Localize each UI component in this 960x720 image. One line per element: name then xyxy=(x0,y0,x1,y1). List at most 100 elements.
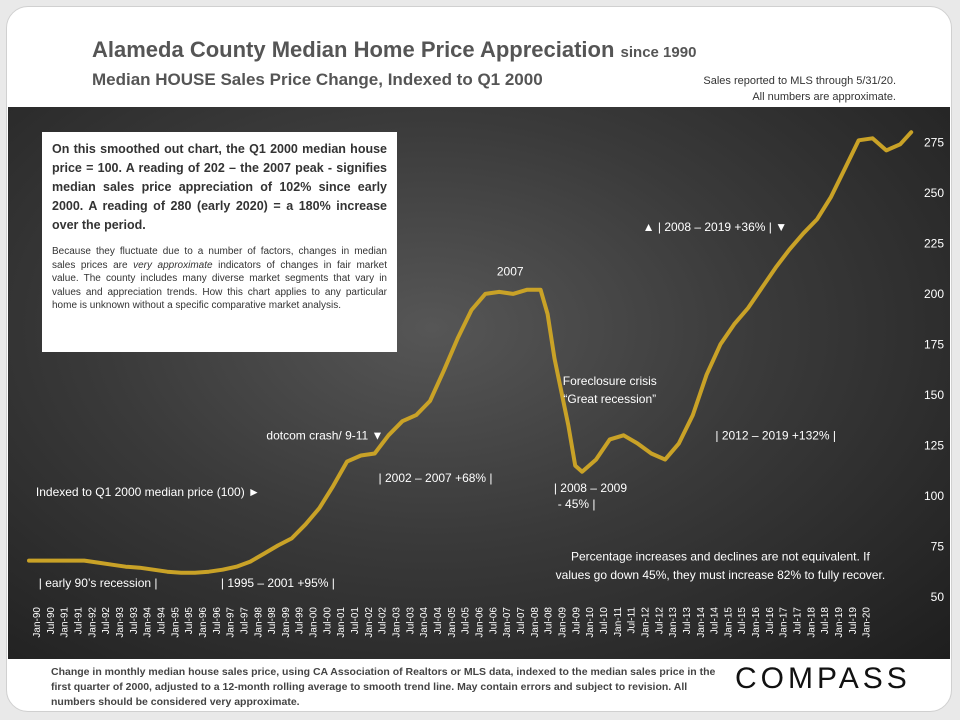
x-tick-label: Jul-08 xyxy=(544,607,555,635)
y-tick-label: 250 xyxy=(924,186,944,200)
x-tick-label: Jul-10 xyxy=(599,607,610,635)
x-tick-label: Jul-91 xyxy=(73,607,84,635)
x-tick-label: Jul-13 xyxy=(682,607,693,635)
x-tick-label: Jan-16 xyxy=(751,607,762,638)
x-tick-label: Jul-19 xyxy=(848,607,859,635)
chart-subtitle: Median HOUSE Sales Price Change, Indexed… xyxy=(92,70,543,89)
x-tick-label: Jan-92 xyxy=(87,607,98,638)
disclaimer-part-b: indicators of changes in fair market val… xyxy=(52,259,388,312)
y-tick-label: 200 xyxy=(924,287,944,301)
x-tick-label: Jan-09 xyxy=(557,607,568,638)
x-tick-label: Jan-03 xyxy=(392,607,403,638)
chart-title-text: Alameda County Median Home Price Appreci… xyxy=(92,37,615,62)
x-tick-label: Jan-04 xyxy=(419,607,430,638)
x-tick-label: Jan-07 xyxy=(502,607,513,638)
x-tick-label: Jul-04 xyxy=(433,607,444,635)
x-tick-label: Jan-12 xyxy=(640,607,651,638)
chart-annotation: Indexed to Q1 2000 median price (100) ► xyxy=(36,485,260,499)
x-tick-label: Jul-98 xyxy=(267,607,278,635)
x-tick-label: Jul-16 xyxy=(765,607,776,635)
x-tick-label: Jul-95 xyxy=(184,607,195,635)
y-tick-label: 100 xyxy=(924,489,944,503)
x-tick-label: Jul-06 xyxy=(488,607,499,635)
chart-annotation: “Great recession” xyxy=(563,392,656,406)
x-tick-label: Jan-97 xyxy=(226,607,237,638)
disclaimer-emphasis: very approximate xyxy=(133,259,213,271)
x-tick-label: Jan-00 xyxy=(309,607,320,638)
x-tick-label: Jul-92 xyxy=(101,607,112,635)
info-box-disclaimer: Because they fluctuate due to a number o… xyxy=(52,245,387,313)
x-tick-label: Jul-17 xyxy=(793,607,804,635)
x-tick-label: Jan-11 xyxy=(613,607,624,637)
x-tick-label: Jul-94 xyxy=(156,607,167,635)
chart-annotation: - 45% | xyxy=(558,497,596,511)
x-tick-label: Jul-93 xyxy=(129,607,140,635)
x-tick-label: Jul-03 xyxy=(405,607,416,635)
x-tick-label: Jan-08 xyxy=(530,607,541,638)
data-note-line1: Sales reported to MLS through 5/31/20. xyxy=(703,75,896,87)
chart-annotation: ▲ | 2008 – 2019 +36% | ▼ xyxy=(643,220,787,234)
title-suffix: since 1990 xyxy=(620,44,697,61)
x-tick-label: Jan-01 xyxy=(336,607,347,638)
x-tick-label: Jan-93 xyxy=(115,607,126,638)
chart-title: Alameda County Median Home Price Appreci… xyxy=(92,37,696,63)
x-tick-label: Jan-14 xyxy=(696,607,707,638)
price-index-line xyxy=(27,130,914,575)
x-tick-label: Jan-20 xyxy=(862,607,873,638)
x-tick-label: Jan-99 xyxy=(281,607,292,638)
x-tick-label: Jan-02 xyxy=(364,607,375,638)
x-tick-label: Jan-91 xyxy=(60,607,71,638)
x-tick-label: Jul-07 xyxy=(516,607,527,635)
data-note-line2: All numbers are approximate. xyxy=(752,91,896,103)
x-tick-label: Jul-99 xyxy=(295,607,306,635)
y-tick-label: 225 xyxy=(924,236,944,250)
chart-annotation: | 2002 – 2007 +68% | xyxy=(379,471,493,485)
y-tick-label: 150 xyxy=(924,388,944,402)
line-chart: 50 75 100 125 150 175 200 225 250 275 Jan-90 Jul-90… xyxy=(27,130,945,638)
x-tick-label: Jan-90 xyxy=(32,607,43,638)
x-tick-label: Jul-14 xyxy=(710,607,721,635)
x-tick-label: Jan-96 xyxy=(198,607,209,638)
x-tick-label: Jul-00 xyxy=(322,607,333,635)
x-tick-label: Jan-18 xyxy=(806,607,817,638)
chart-annotation: values go down 45%, they must increase 8… xyxy=(556,568,886,582)
x-tick-label: Jul-11 xyxy=(627,607,638,634)
footer-methodology: Change in monthly median house sales pri… xyxy=(51,666,716,708)
chart-annotation: Foreclosure crisis xyxy=(563,374,657,388)
x-tick-label: Jan-15 xyxy=(723,607,734,638)
chart-frame: Alameda County Median Home Price Appreci… xyxy=(6,6,952,712)
x-tick-label: Jul-90 xyxy=(46,607,57,635)
x-tick-label: Jul-01 xyxy=(350,607,361,635)
y-tick-label: 75 xyxy=(931,539,945,553)
x-tick-label: Jan-05 xyxy=(447,607,458,638)
x-tick-label: Jul-18 xyxy=(820,607,831,635)
chart-annotation: Percentage increases and declines are no… xyxy=(571,550,871,564)
y-tick-label: 125 xyxy=(924,438,944,452)
y-tick-label: 275 xyxy=(924,135,944,149)
x-tick-label: Jul-05 xyxy=(461,607,472,635)
x-tick-label: Jan-06 xyxy=(475,607,486,638)
y-tick-label: 175 xyxy=(924,337,944,351)
x-tick-label: Jul-09 xyxy=(571,607,582,635)
x-tick-label: Jan-94 xyxy=(143,607,154,638)
x-tick-label: Jan-10 xyxy=(585,607,596,638)
chart-annotation: | 1995 – 2001 +95% | xyxy=(221,576,335,590)
chart-annotation: dotcom crash/ 9-11 ▼ xyxy=(266,428,383,442)
chart-annotation: | 2008 – 2009 xyxy=(554,481,628,495)
info-box: On this smoothed out chart, the Q1 2000 … xyxy=(42,132,397,352)
info-box-main-text: On this smoothed out chart, the Q1 2000 … xyxy=(52,142,387,232)
data-note: Sales reported to MLS through 5/31/20. A… xyxy=(703,73,896,105)
chart-annotation: 2007 xyxy=(497,265,524,279)
x-tick-label: Jul-96 xyxy=(212,607,223,635)
plot-area: 50 75 100 125 150 175 200 225 250 275 Jan-90 Jul-90… xyxy=(8,107,950,659)
brand-logo: COMPASS xyxy=(735,662,911,695)
x-tick-label: Jan-98 xyxy=(253,607,264,638)
chart-annotation: | early 90’s recession | xyxy=(39,576,158,590)
y-tick-label: 50 xyxy=(931,590,945,604)
x-tick-label: Jan-95 xyxy=(170,607,181,638)
x-tick-label: Jul-02 xyxy=(378,607,389,635)
disclaimer-part-a: Because they fluctuate due to a number o… xyxy=(52,246,387,271)
chart-annotation: | 2012 – 2019 +132% | xyxy=(715,428,836,442)
x-tick-label: Jan-13 xyxy=(668,607,679,638)
x-tick-label: Jan-17 xyxy=(779,607,790,638)
